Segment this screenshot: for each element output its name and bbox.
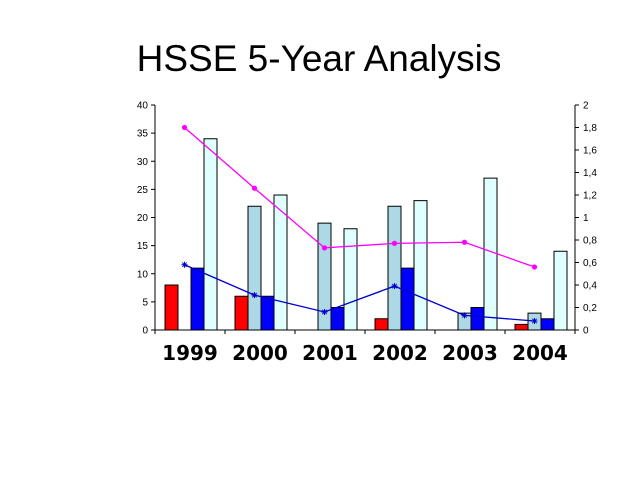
y-left-tick-label: 15 bbox=[137, 241, 149, 252]
x-category-label-2000: 2000 bbox=[232, 341, 288, 365]
y-left-tick-label: 5 bbox=[142, 297, 148, 308]
x-category-label-1999: 1999 bbox=[162, 341, 218, 365]
x-category-label-2001: 2001 bbox=[302, 341, 358, 365]
y-right-tick-label: 1,8 bbox=[583, 123, 597, 134]
x-category-label-2003: 2003 bbox=[442, 341, 498, 365]
line-point-s2-2004 bbox=[531, 318, 538, 324]
bar-s3-2003 bbox=[470, 307, 485, 331]
bar-s1-1999 bbox=[164, 284, 179, 331]
bar-s2-2002 bbox=[387, 205, 402, 331]
lines-layer bbox=[181, 124, 538, 324]
line-point-s2-2000 bbox=[251, 292, 258, 299]
bar-s3-2002 bbox=[400, 267, 415, 331]
line-series-1 bbox=[184, 127, 535, 268]
line-point-s2-2002 bbox=[391, 283, 398, 290]
y-left-tick-label: 20 bbox=[137, 213, 149, 224]
y-right-tick-label: 1 bbox=[583, 213, 589, 224]
chart-title: HSSE 5-Year Analysis bbox=[0, 38, 638, 80]
line-point-s1-2000 bbox=[251, 185, 258, 191]
line-point-s1-2001 bbox=[321, 245, 328, 251]
y-right-tick-label: 1,2 bbox=[583, 191, 597, 202]
bar-s3-2004 bbox=[540, 318, 555, 331]
bar-s4-2003 bbox=[483, 177, 498, 331]
bar-s4-2001 bbox=[343, 228, 358, 331]
bar-s4-1999 bbox=[203, 138, 218, 331]
bars-layer bbox=[164, 138, 568, 331]
y-right-tick-label: 0,8 bbox=[583, 236, 597, 247]
axes-layer: 0 5 10 15 20 25 30 35 40 0 0,2 0,4 0,6 0,8 1 1,2 1,4 1,6 1… bbox=[137, 101, 597, 366]
y-right-tick-label: 1,4 bbox=[583, 168, 597, 179]
bar-s1-2002 bbox=[374, 318, 389, 331]
line-point-s1-2004 bbox=[531, 264, 538, 270]
y-left-tick-label: 35 bbox=[137, 129, 149, 140]
y-right-tick-label: 0,2 bbox=[583, 303, 597, 314]
line-point-s2-2003 bbox=[461, 312, 468, 319]
bar-s4-2002 bbox=[413, 200, 428, 331]
bar-s3-2000 bbox=[260, 295, 275, 331]
y-right-tick-label: 1,6 bbox=[583, 146, 597, 157]
y-left-tick-label: 10 bbox=[137, 269, 149, 280]
y-right-tick-label: 0,6 bbox=[583, 258, 597, 269]
y-left-tick-label: 30 bbox=[137, 157, 149, 168]
line-point-s1-1999 bbox=[181, 124, 188, 131]
y-right-tick-label: 0,4 bbox=[583, 281, 597, 292]
y-right-tick-label: 2 bbox=[583, 101, 589, 112]
y-left-tick-label: 25 bbox=[137, 185, 149, 196]
line-point-s2-1999 bbox=[181, 261, 188, 268]
x-category-label-2002: 2002 bbox=[372, 341, 428, 365]
chart-title-text: HSSE 5-Year Analysis bbox=[136, 38, 502, 79]
y-right-tick-label: 0 bbox=[583, 326, 589, 337]
y-left-tick-label: 40 bbox=[137, 101, 149, 112]
bar-s3-2001 bbox=[330, 307, 345, 331]
y-left-tick-label: 0 bbox=[142, 326, 148, 337]
x-category-label-2004: 2004 bbox=[512, 341, 568, 365]
bar-s4-2000 bbox=[273, 194, 288, 331]
line-point-s1-2003 bbox=[461, 239, 468, 245]
bar-s1-2004 bbox=[514, 323, 529, 331]
line-point-s1-2002 bbox=[391, 240, 398, 246]
line-series-2 bbox=[184, 264, 535, 322]
line-point-s2-2001 bbox=[321, 309, 328, 315]
bar-s2-2000 bbox=[247, 205, 262, 331]
bar-s3-1999 bbox=[190, 267, 205, 331]
bar-s4-2004 bbox=[553, 250, 568, 331]
bar-s1-2000 bbox=[234, 295, 249, 331]
